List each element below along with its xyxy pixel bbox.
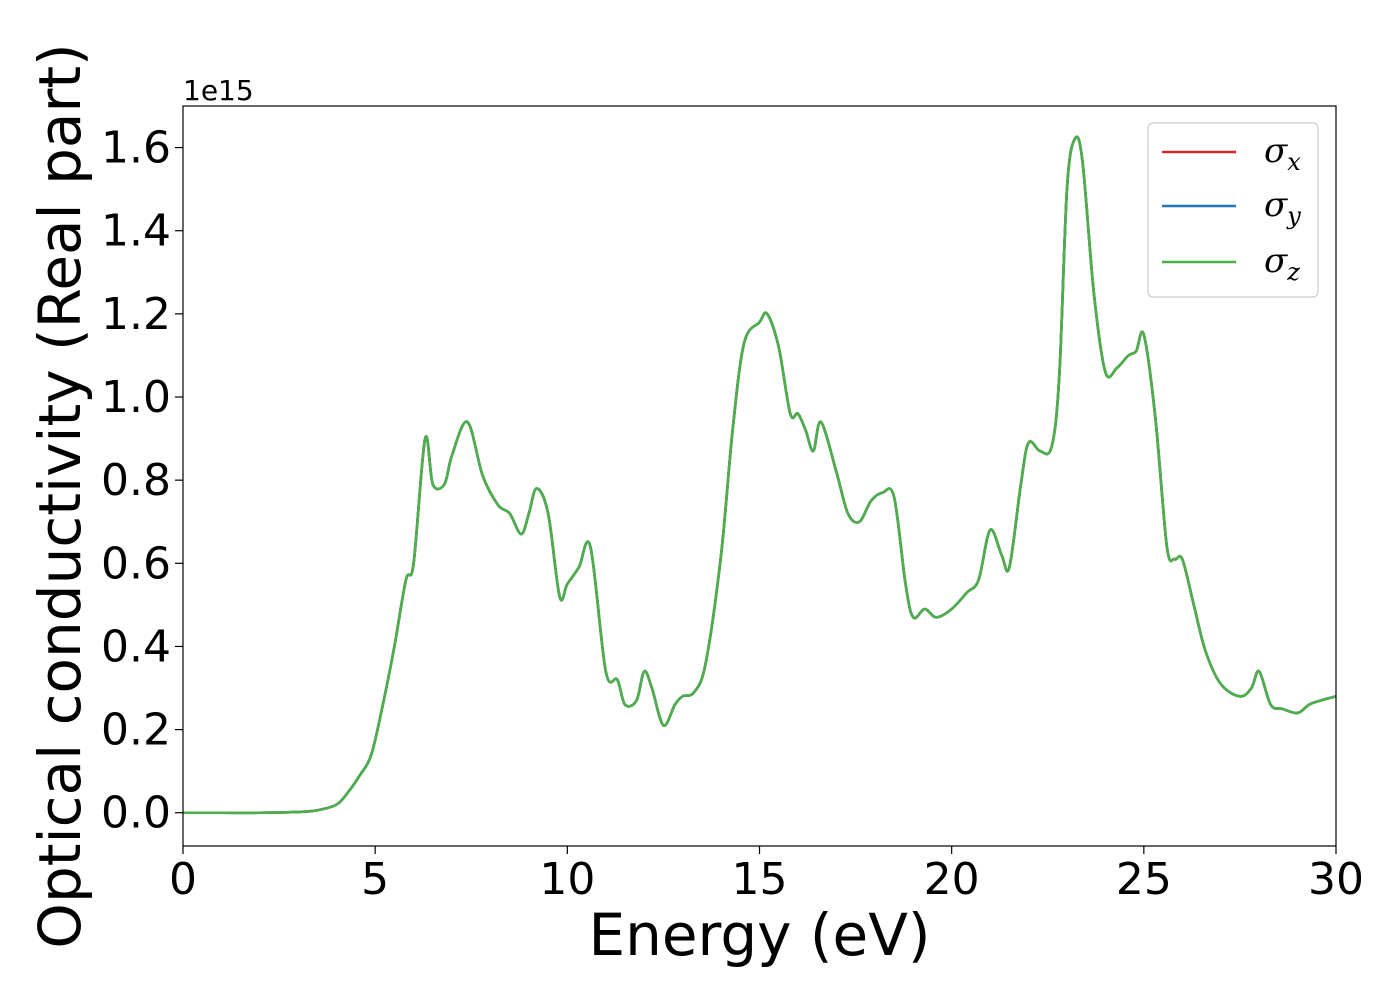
y-tick-label: 1.4 xyxy=(101,206,171,257)
x-tick-label: 0 xyxy=(169,854,197,905)
x-tick-label: 25 xyxy=(1116,854,1172,905)
x-axis-ticks: 0 5 10 15 20 25 30 xyxy=(169,846,1364,905)
y-tick-label: 0.8 xyxy=(101,455,171,506)
legend-box xyxy=(1147,122,1319,298)
x-tick-label: 15 xyxy=(732,854,788,905)
x-tick-label: 30 xyxy=(1308,854,1364,905)
legend: σx σy σz xyxy=(1147,122,1319,298)
series-line-z xyxy=(183,135,1336,815)
y-axis-ticks: 0.0 0.2 0.4 0.6 0.8 1.0 1.2 1.4 1.6 xyxy=(101,123,183,839)
y-tick-label: 1.2 xyxy=(101,289,171,340)
series-layer xyxy=(183,135,1336,815)
y-axis-title: Optical conductivity (Real part) xyxy=(26,43,94,948)
x-tick-label: 10 xyxy=(539,854,595,905)
y-offset-label: 1e15 xyxy=(183,74,254,107)
legend-label-z: σz xyxy=(1264,241,1300,286)
x-tick-label: 20 xyxy=(924,854,980,905)
x-tick-label: 5 xyxy=(361,854,389,905)
y-tick-label: 0.6 xyxy=(101,538,171,589)
y-tick-label: 0.0 xyxy=(101,788,171,839)
legend-label-y: σy xyxy=(1264,185,1301,230)
y-tick-label: 1.6 xyxy=(101,123,171,174)
x-axis-title: Energy (eV) xyxy=(588,901,930,969)
y-tick-label: 0.4 xyxy=(101,621,171,672)
y-tick-label: 0.2 xyxy=(101,705,171,756)
y-tick-label: 1.0 xyxy=(101,372,171,423)
legend-label-x: σx xyxy=(1264,131,1301,176)
